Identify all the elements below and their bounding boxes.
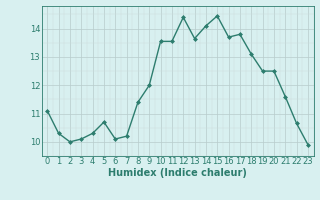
X-axis label: Humidex (Indice chaleur): Humidex (Indice chaleur) — [108, 168, 247, 178]
